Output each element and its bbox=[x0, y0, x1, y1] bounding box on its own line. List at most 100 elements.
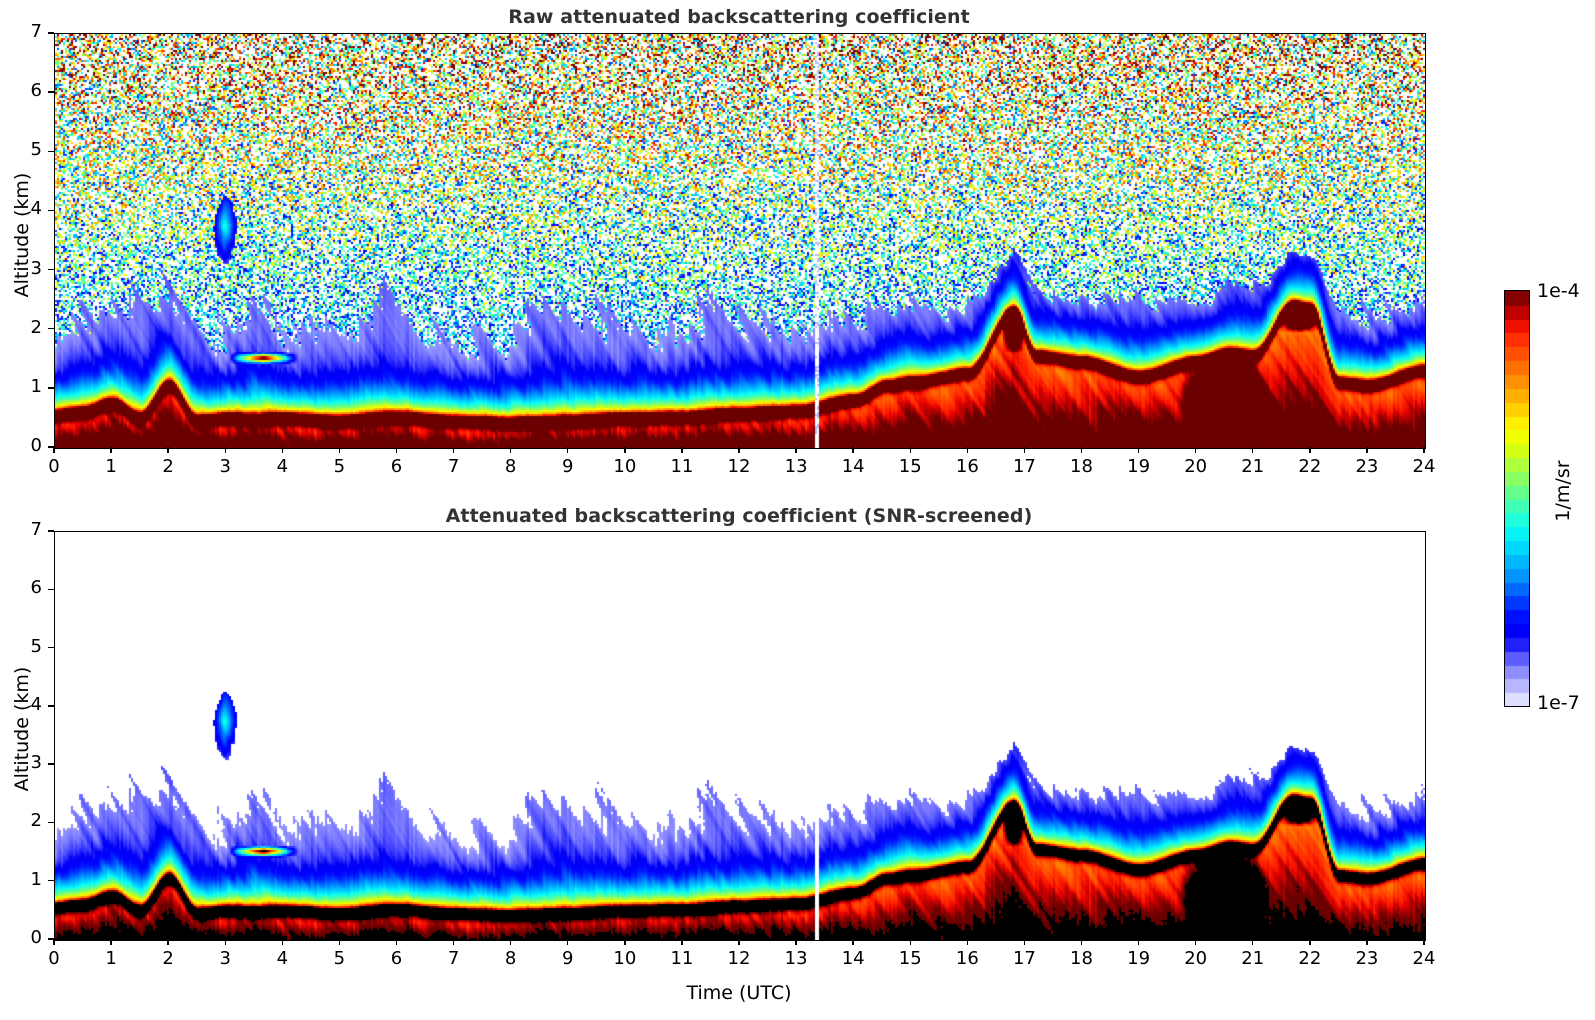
x-tick-label: 24 bbox=[1412, 456, 1436, 477]
x-tick-label: 16 bbox=[955, 456, 979, 477]
y-tick-label: 1 bbox=[30, 375, 42, 397]
y-tick-mark bbox=[48, 880, 54, 882]
x-tick-label: 15 bbox=[898, 456, 922, 477]
x-tick-label: 23 bbox=[1355, 948, 1379, 969]
y-tick-label: 5 bbox=[30, 635, 42, 657]
plot-area-screened[interactable] bbox=[54, 531, 1426, 941]
x-tick-label: 4 bbox=[276, 948, 289, 969]
y-tick-label: 7 bbox=[30, 519, 42, 540]
x-tick-label: 0 bbox=[48, 948, 60, 969]
heatmap-raw bbox=[55, 34, 1425, 448]
y-tick-mark bbox=[48, 387, 54, 389]
x-tick-label: 10 bbox=[613, 948, 637, 969]
y-axis-label-screened: Altitude (km) bbox=[11, 666, 33, 792]
x-tick-label: 2 bbox=[162, 456, 174, 477]
x-tick-mark bbox=[1080, 447, 1083, 453]
y-tick-mark bbox=[48, 821, 54, 824]
x-tick-mark bbox=[110, 939, 112, 945]
x-tick-mark bbox=[224, 939, 226, 945]
y-tick-mark bbox=[48, 646, 54, 649]
x-tick-label: 2 bbox=[162, 948, 174, 969]
x-tick-label: 11 bbox=[670, 456, 694, 477]
x-tick-label: 18 bbox=[1070, 948, 1093, 969]
x-tick-mark bbox=[909, 447, 911, 453]
y-tick-mark bbox=[48, 938, 54, 940]
y-tick-mark bbox=[48, 32, 54, 34]
y-tick-mark bbox=[48, 530, 54, 532]
x-tick-label: 7 bbox=[447, 948, 460, 969]
x-tick-label: 18 bbox=[1070, 456, 1093, 477]
x-tick-mark bbox=[1309, 939, 1311, 945]
x-tick-mark bbox=[624, 447, 626, 453]
x-tick-mark bbox=[53, 939, 55, 945]
x-tick-label: 21 bbox=[1241, 456, 1265, 477]
colorbar[interactable] bbox=[1504, 290, 1530, 707]
x-tick-label: 19 bbox=[1127, 456, 1151, 477]
x-tick-mark bbox=[167, 447, 169, 453]
x-tick-label: 19 bbox=[1127, 948, 1151, 969]
x-tick-mark bbox=[281, 447, 284, 453]
y-tick-mark bbox=[48, 328, 54, 330]
x-tick-mark bbox=[795, 939, 797, 945]
x-tick-label: 23 bbox=[1355, 456, 1379, 477]
y-tick-label: 4 bbox=[30, 693, 42, 715]
x-tick-label: 0 bbox=[48, 456, 60, 477]
x-tick-label: 1 bbox=[105, 456, 117, 477]
x-tick-mark bbox=[1137, 447, 1140, 453]
x-tick-mark bbox=[966, 447, 969, 453]
x-tick-mark bbox=[852, 447, 854, 453]
y-tick-mark bbox=[48, 446, 54, 448]
x-tick-label: 10 bbox=[613, 456, 637, 477]
x-tick-label: 8 bbox=[504, 948, 517, 969]
x-axis-label: Time (UTC) bbox=[686, 982, 792, 1004]
y-tick-mark bbox=[48, 268, 54, 271]
x-tick-mark bbox=[624, 939, 626, 945]
x-tick-label: 22 bbox=[1298, 948, 1322, 969]
y-axis-label-raw: Altitude (km) bbox=[11, 172, 33, 298]
y-tick-label: 3 bbox=[30, 257, 42, 279]
y-tick-label: 6 bbox=[30, 80, 42, 102]
x-tick-label: 6 bbox=[390, 456, 403, 477]
x-tick-label: 22 bbox=[1298, 456, 1322, 477]
x-tick-label: 9 bbox=[562, 456, 574, 477]
y-tick-label: 4 bbox=[30, 198, 42, 220]
heatmap-screened bbox=[55, 532, 1425, 940]
x-tick-label: 16 bbox=[955, 948, 979, 969]
x-tick-label: 12 bbox=[727, 456, 751, 477]
x-tick-label: 3 bbox=[219, 456, 231, 477]
colorbar-gradient bbox=[1505, 291, 1529, 706]
x-tick-mark bbox=[452, 939, 455, 945]
colorbar-max-label: 1e-4 bbox=[1537, 280, 1580, 302]
x-tick-label: 14 bbox=[841, 456, 865, 477]
x-tick-label: 17 bbox=[1012, 948, 1036, 969]
y-tick-label: 0 bbox=[30, 435, 42, 456]
x-tick-mark bbox=[1023, 939, 1026, 945]
x-tick-label: 20 bbox=[1184, 948, 1208, 969]
x-tick-mark bbox=[1366, 939, 1368, 945]
x-tick-mark bbox=[1023, 447, 1026, 453]
x-tick-label: 6 bbox=[390, 948, 403, 969]
x-tick-label: 15 bbox=[898, 948, 922, 969]
panel-title-screened: Attenuated backscattering coefficient (S… bbox=[445, 505, 1033, 527]
x-tick-mark bbox=[909, 939, 911, 945]
x-tick-label: 5 bbox=[333, 948, 346, 969]
x-tick-mark bbox=[681, 939, 683, 945]
x-tick-mark bbox=[224, 447, 226, 453]
x-tick-mark bbox=[567, 939, 569, 945]
x-tick-mark bbox=[681, 447, 683, 453]
x-tick-mark bbox=[452, 447, 455, 453]
x-tick-mark bbox=[1194, 939, 1197, 945]
x-tick-mark bbox=[738, 447, 740, 453]
x-tick-mark bbox=[1309, 447, 1311, 453]
x-tick-label: 9 bbox=[562, 948, 574, 969]
x-tick-mark bbox=[338, 939, 341, 945]
x-tick-mark bbox=[281, 939, 284, 945]
plot-area-raw[interactable] bbox=[54, 33, 1426, 449]
x-tick-mark bbox=[1080, 939, 1083, 945]
x-tick-mark bbox=[1137, 939, 1140, 945]
x-tick-mark bbox=[110, 447, 112, 453]
y-tick-label: 5 bbox=[30, 139, 42, 161]
x-tick-label: 17 bbox=[1012, 456, 1036, 477]
x-tick-label: 1 bbox=[105, 948, 117, 969]
